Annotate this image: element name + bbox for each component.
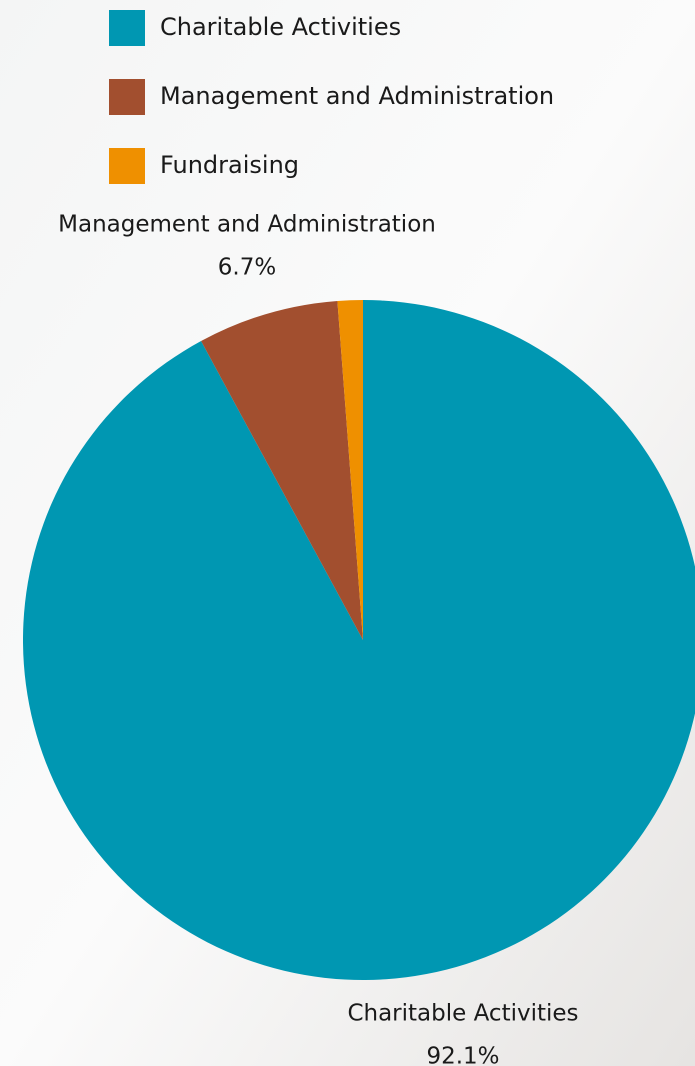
- slice-value: 6.7%: [218, 255, 276, 281]
- legend-label: Management and Administration: [160, 82, 554, 110]
- slice-label: Management and Administration: [58, 212, 436, 238]
- legend-swatch: [109, 79, 145, 115]
- pie-slice: [337, 300, 363, 640]
- pie-slice: [201, 300, 363, 640]
- legend-swatch: [109, 148, 145, 184]
- legend-label: Fundraising: [160, 151, 299, 179]
- slice-value: 92.1%: [426, 1044, 499, 1066]
- slice-label: Charitable Activities: [347, 1001, 578, 1027]
- legend-swatch: [109, 10, 145, 46]
- legend-label: Charitable Activities: [160, 13, 401, 41]
- pie-slice: [22, 300, 695, 980]
